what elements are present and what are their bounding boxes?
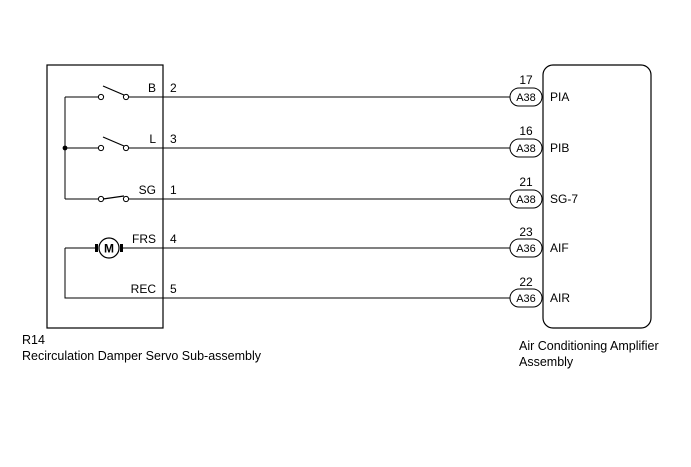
right-component-name-line2: Assembly	[519, 355, 574, 369]
pin-label-rec: REC	[131, 282, 157, 296]
motor-icon: M	[95, 237, 123, 259]
pin-label-sg: SG	[139, 183, 156, 197]
pin-number: 21	[519, 175, 533, 189]
motor-label: M	[104, 242, 114, 256]
pin-number: 22	[519, 275, 533, 289]
pin-number: 3	[170, 132, 177, 146]
pin-number: 17	[519, 73, 533, 87]
switch-icon	[97, 85, 130, 101]
connector-code: A36	[516, 293, 536, 305]
pin-label-l: L	[149, 132, 156, 146]
switch-icon	[97, 195, 130, 203]
pin-label-b: B	[148, 81, 156, 95]
junction-dot	[62, 145, 68, 151]
pin-number: 23	[519, 225, 533, 239]
terminal-label-pib: PIB	[550, 141, 569, 155]
connector-code: A38	[516, 92, 536, 104]
connector-icon: A38	[509, 138, 543, 158]
connector-code: A38	[516, 194, 536, 206]
servo-box	[46, 64, 164, 329]
pin-number: 5	[170, 282, 177, 296]
pin-number: 2	[170, 81, 177, 95]
switch-icon	[97, 136, 130, 152]
pin-number: 16	[519, 124, 533, 138]
left-component-id: R14	[22, 333, 45, 347]
connector-icon: A36	[509, 238, 543, 258]
terminal-label-aif: AIF	[550, 241, 569, 255]
connector-code: A38	[516, 143, 536, 155]
terminal-label-air: AIR	[550, 291, 570, 305]
terminal-label-sg7: SG-7	[550, 192, 578, 206]
left-component-name: Recirculation Damper Servo Sub-assembly	[22, 349, 262, 363]
connector-icon: A38	[509, 189, 543, 209]
connector-icon: A38	[509, 87, 543, 107]
pin-number: 4	[170, 232, 177, 246]
connector-icon: A36	[509, 288, 543, 308]
right-component-name-line1: Air Conditioning Amplifier	[519, 339, 659, 353]
wire-rec	[64, 248, 510, 299]
pin-label-frs: FRS	[132, 232, 156, 246]
terminal-label-pia: PIA	[550, 90, 569, 104]
connector-code: A36	[516, 243, 536, 255]
amplifier-box	[542, 64, 652, 329]
pin-number: 1	[170, 183, 177, 197]
